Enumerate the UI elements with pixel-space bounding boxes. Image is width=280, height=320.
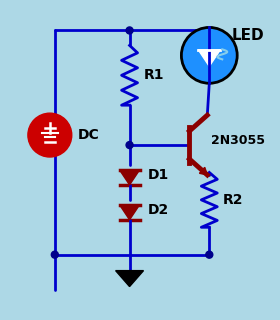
Text: 2N3055: 2N3055 [211,133,265,147]
Polygon shape [120,170,139,185]
Text: DC: DC [78,128,99,142]
Circle shape [126,27,133,34]
Polygon shape [120,205,139,220]
Circle shape [206,251,213,258]
Circle shape [51,251,58,258]
Text: R1: R1 [144,68,164,82]
Text: D1: D1 [148,168,169,182]
Text: R2: R2 [223,193,244,207]
Text: LED: LED [231,28,264,43]
Polygon shape [199,167,207,175]
Circle shape [181,28,237,83]
Text: D2: D2 [148,203,169,217]
Polygon shape [198,50,220,66]
Circle shape [126,141,133,148]
Circle shape [28,113,72,157]
Polygon shape [116,271,144,287]
